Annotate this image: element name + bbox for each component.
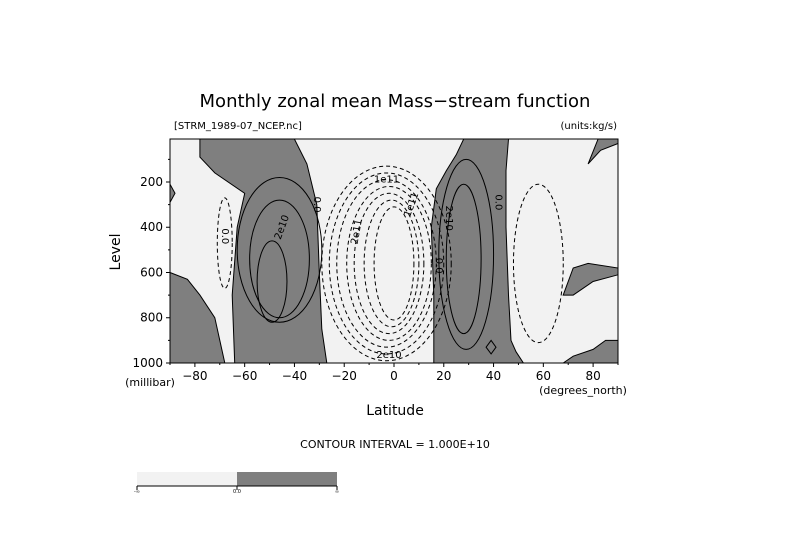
y-axis-title: Level bbox=[108, 234, 124, 271]
contour-label: 0.0 bbox=[219, 228, 230, 244]
colorbar-positive-swatch bbox=[237, 472, 337, 486]
negative-contour-line bbox=[321, 165, 452, 362]
y-axis-unit: (millibar) bbox=[125, 376, 175, 389]
negative-contour-line bbox=[216, 197, 233, 289]
contour-label: 2e10 bbox=[376, 350, 401, 361]
contour-label: 0.0 bbox=[493, 194, 504, 210]
colorbar-label: ∞ bbox=[335, 489, 339, 495]
x-tick-label: 60 bbox=[536, 369, 551, 383]
x-tick-label: 0 bbox=[390, 369, 398, 383]
y-axis: 200 400 600 800 1000 bbox=[132, 158, 170, 370]
x-tick-label: −40 bbox=[282, 369, 307, 383]
y-tick-label: 400 bbox=[140, 220, 163, 234]
positive-contour-line bbox=[445, 183, 482, 335]
x-axis-title: Latitude bbox=[366, 403, 424, 419]
x-tick-label: −60 bbox=[232, 369, 257, 383]
positive-contour-line bbox=[256, 240, 288, 323]
contour-label: 0.0 bbox=[311, 197, 322, 213]
x-tick-label: 80 bbox=[585, 369, 600, 383]
units-label: (units:kg/s) bbox=[561, 121, 618, 132]
x-axis-unit: (degrees_north) bbox=[539, 384, 627, 397]
contour-label: 2e10 bbox=[443, 206, 454, 231]
x-axis: −80 −60 −40 −20 0 20 40 60 80 bbox=[169, 363, 619, 383]
contour-lines bbox=[216, 158, 564, 362]
negative-contour-line bbox=[512, 183, 564, 344]
chart-title: Monthly zonal mean Mass−stream function bbox=[200, 91, 591, 112]
negative-contour-line bbox=[328, 172, 445, 355]
y-tick-label: 800 bbox=[140, 311, 163, 325]
negative-contour-line bbox=[363, 199, 420, 328]
x-tick-label: 40 bbox=[486, 369, 501, 383]
colorbar-label: 0.0 bbox=[233, 489, 241, 495]
y-tick-label: 200 bbox=[140, 175, 163, 189]
y-tick-label: 1000 bbox=[132, 356, 163, 370]
negative-contour-line bbox=[373, 206, 415, 321]
positive-contour-line bbox=[438, 158, 495, 350]
contour-interval-label: CONTOUR INTERVAL = 1.000E+10 bbox=[300, 438, 490, 451]
positive-region-northern-small-blob bbox=[485, 339, 497, 355]
dataset-filename: [STRM_1989-07_NCEP.nc] bbox=[174, 121, 302, 132]
colorbar-label: -∞ bbox=[134, 489, 140, 495]
y-tick-label: 600 bbox=[140, 265, 163, 279]
contour-label: 2e11 bbox=[350, 218, 365, 245]
positive-contour-line bbox=[236, 176, 323, 323]
negative-contour-line bbox=[346, 186, 432, 341]
x-tick-label: 20 bbox=[436, 369, 451, 383]
contour-label: 0.0 bbox=[433, 258, 444, 274]
x-tick-label: −20 bbox=[332, 369, 357, 383]
x-tick-label: −80 bbox=[182, 369, 207, 383]
negative-contour-line bbox=[336, 179, 437, 348]
negative-contour-line bbox=[353, 192, 425, 335]
colorbar-negative-swatch bbox=[137, 472, 237, 486]
colorbar: -∞ 0.0 ∞ bbox=[134, 472, 339, 495]
contour-label: 1e11 bbox=[374, 175, 399, 186]
